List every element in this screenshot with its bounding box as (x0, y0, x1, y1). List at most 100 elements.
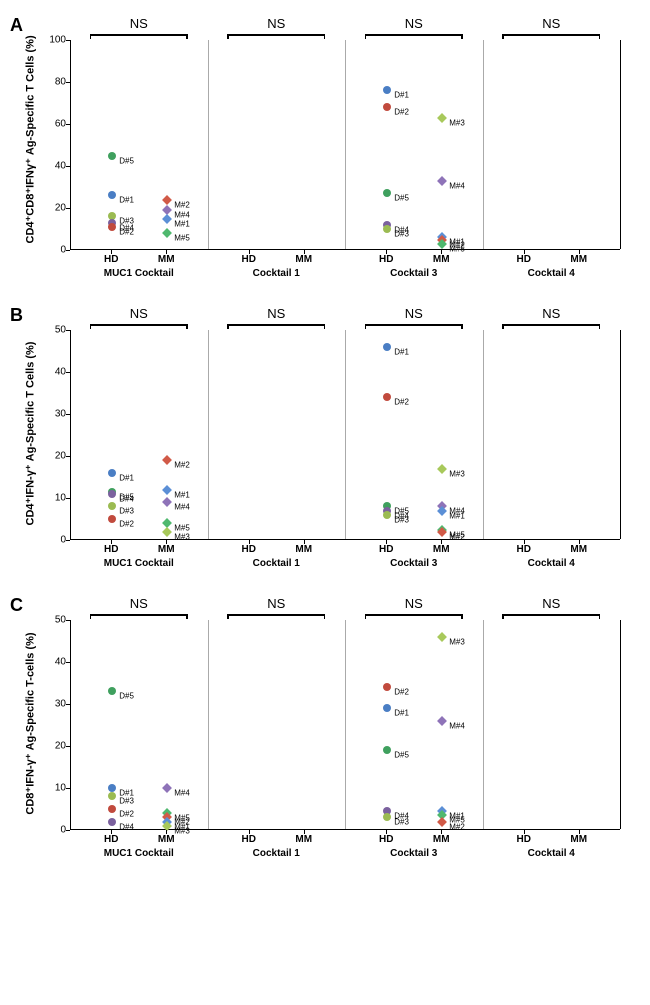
x-tick (166, 830, 167, 834)
ns-bracket-tick (324, 614, 326, 619)
ns-bracket-tick (324, 324, 326, 329)
x-tick (304, 540, 305, 544)
ns-label: NS (405, 596, 423, 611)
data-point-label: M#2 (174, 461, 190, 470)
y-tick-label: 40 (42, 161, 66, 172)
group-label-hd: HD (104, 834, 118, 845)
ns-label: NS (542, 596, 560, 611)
y-tick-label: 30 (42, 409, 66, 420)
ns-label: NS (267, 306, 285, 321)
ns-bracket-tick (599, 34, 601, 39)
y-tick-label: 0 (42, 245, 66, 256)
ns-bracket-tick (365, 324, 367, 329)
y-tick-mark (66, 662, 70, 663)
ns-bracket-tick (227, 614, 229, 619)
data-point-label: M#3 (174, 532, 190, 541)
group-label-mm: MM (158, 544, 175, 555)
group-label-mm: MM (570, 544, 587, 555)
panel-label: C (10, 595, 23, 616)
group-label-hd: HD (242, 544, 256, 555)
y-tick-label: 0 (42, 535, 66, 546)
y-tick-label: 50 (42, 615, 66, 626)
cocktail-label: MUC1 Cocktail (104, 848, 174, 859)
group-label-hd: HD (517, 254, 531, 265)
ns-label: NS (267, 596, 285, 611)
group-label-mm: MM (295, 254, 312, 265)
panel-B: BCD4⁺IFN-γ⁺ Ag-Specific T Cells (%)D#1D#… (10, 300, 630, 580)
ns-bracket-tick (324, 34, 326, 39)
group-label-mm: MM (570, 834, 587, 845)
ns-bracket-tick (90, 324, 92, 329)
ns-bracket-tick (227, 34, 229, 39)
x-tick (441, 250, 442, 254)
data-point-label: M#4 (174, 503, 190, 512)
ns-label: NS (405, 306, 423, 321)
y-tick-mark (66, 208, 70, 209)
y-tick-mark (66, 830, 70, 831)
cocktail-label: Cocktail 4 (528, 558, 575, 569)
data-point-label: M#3 (174, 826, 190, 835)
x-tick (386, 830, 387, 834)
ns-bracket-tick (502, 34, 504, 39)
data-point-label: D#2 (119, 520, 134, 529)
data-point-label: M#1 (174, 219, 190, 228)
x-tick (579, 250, 580, 254)
chart-area: D#5D#1D#3D#2D#4M#4M#5M#2M#1M#3D#2D#1D#5D… (70, 620, 620, 830)
ns-bracket (228, 324, 324, 326)
group-label-mm: MM (433, 544, 450, 555)
ns-bracket (366, 614, 462, 616)
ns-bracket-tick (365, 34, 367, 39)
y-axis-label: CD4⁺IFN-γ⁺ Ag-Specific T Cells (%) (24, 334, 37, 534)
y-tick-mark (66, 498, 70, 499)
ns-bracket-tick (90, 34, 92, 39)
cocktail-label: Cocktail 1 (253, 558, 300, 569)
ns-bracket-tick (502, 614, 504, 619)
y-tick-mark (66, 540, 70, 541)
data-point (108, 515, 116, 523)
x-tick (579, 540, 580, 544)
cocktail-label: Cocktail 3 (390, 848, 437, 859)
data-point (108, 490, 116, 498)
group-label-hd: HD (104, 544, 118, 555)
y-tick-label: 50 (42, 325, 66, 336)
x-tick (304, 830, 305, 834)
y-tick-label: 80 (42, 77, 66, 88)
subpanel: D#1D#5D#4D#3D#2M#2M#1M#4M#5M#3 (71, 330, 209, 539)
data-point-label: D#3 (119, 797, 134, 806)
ns-bracket (503, 614, 599, 616)
data-point-label: M#2 (174, 200, 190, 209)
ns-bracket-tick (365, 614, 367, 619)
y-tick-label: 20 (42, 741, 66, 752)
group-label-hd: HD (517, 834, 531, 845)
cocktail-label: MUC1 Cocktail (104, 558, 174, 569)
data-point (108, 191, 116, 199)
data-point (108, 152, 116, 160)
y-tick-label: 60 (42, 119, 66, 130)
data-point-label: M#1 (174, 490, 190, 499)
group-label-hd: HD (517, 544, 531, 555)
ns-bracket-tick (461, 324, 463, 329)
x-tick (111, 540, 112, 544)
y-tick-mark (66, 166, 70, 167)
x-tick (304, 250, 305, 254)
x-tick (441, 830, 442, 834)
x-tick (386, 250, 387, 254)
cocktail-label: MUC1 Cocktail (104, 268, 174, 279)
data-point (162, 783, 172, 793)
ns-bracket (228, 614, 324, 616)
data-point (162, 485, 172, 495)
ns-bracket (503, 34, 599, 36)
data-point (108, 805, 116, 813)
y-tick-label: 40 (42, 367, 66, 378)
data-point-label: D#2 (119, 227, 134, 236)
data-point (108, 469, 116, 477)
ns-bracket (366, 34, 462, 36)
data-point (108, 687, 116, 695)
data-point (162, 195, 172, 205)
x-tick (579, 830, 580, 834)
x-tick (524, 540, 525, 544)
y-tick-mark (66, 788, 70, 789)
group-label-mm: MM (433, 254, 450, 265)
x-tick (111, 250, 112, 254)
y-tick-mark (66, 40, 70, 41)
